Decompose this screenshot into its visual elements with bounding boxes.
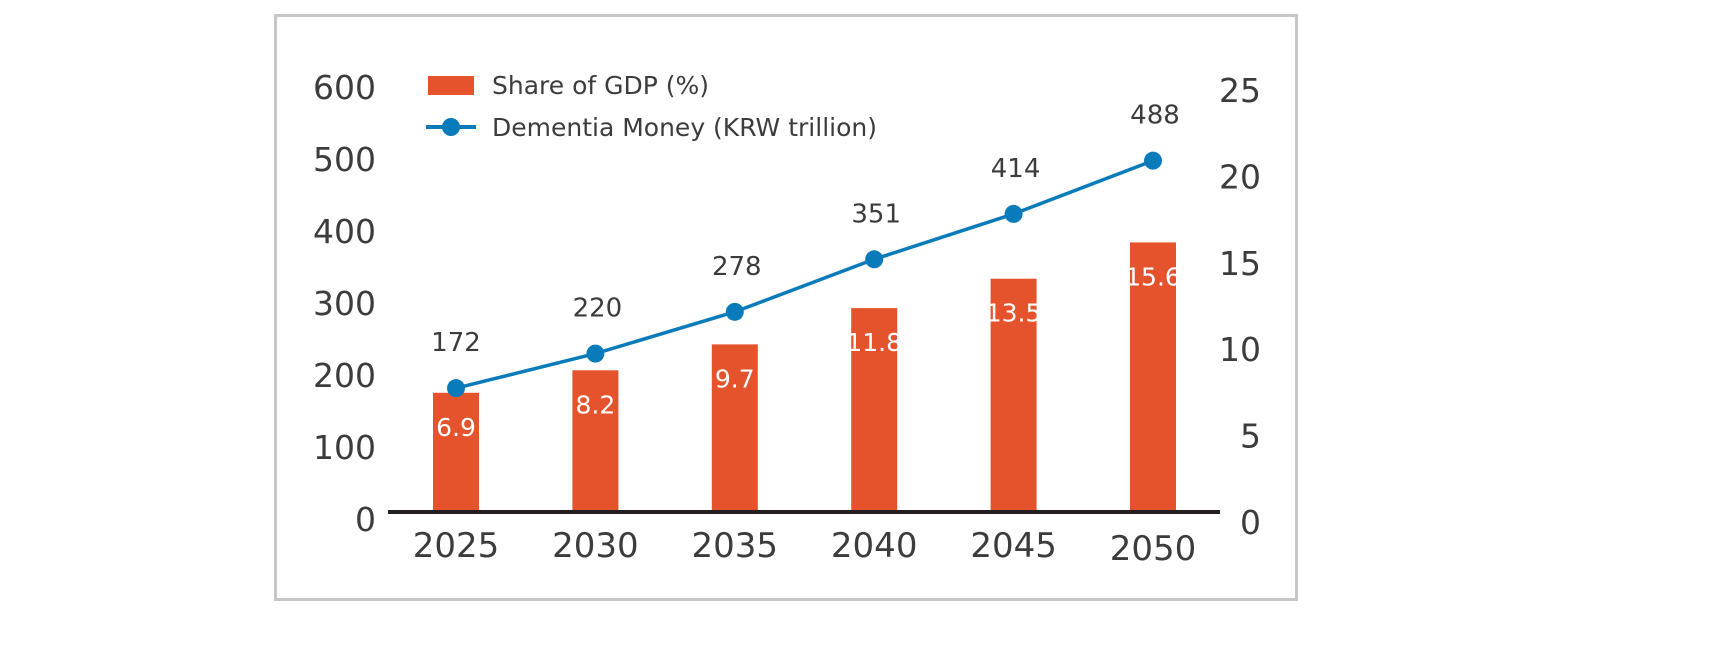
line-value-label: 414 (991, 154, 1041, 184)
left-axis: 0 100 200 300 400 500 600 (313, 68, 376, 539)
right-tick-label: 10 (1219, 330, 1261, 369)
line-point (865, 250, 884, 269)
legend-line-label: Dementia Money (KRW trillion) (492, 113, 877, 142)
bar-value-label: 9.7 (715, 364, 755, 393)
line-point (586, 344, 605, 363)
left-tick-label: 0 (355, 500, 376, 539)
bar-series: 6.9 8.2 9.7 11.8 13.5 15.6 (433, 242, 1181, 512)
bar (990, 278, 1037, 512)
line-value-label: 220 (573, 294, 623, 324)
bar-value-label: 8.2 (576, 390, 616, 419)
line-path (455, 159, 1154, 390)
line-point (725, 302, 744, 321)
x-tick-label: 2035 (692, 526, 779, 566)
bar-value-label: 13.5 (986, 299, 1042, 328)
x-tick-label: 2045 (970, 526, 1057, 566)
line-point (1144, 151, 1162, 170)
line-value-label: 488 (1130, 101, 1180, 131)
left-tick-label: 500 (313, 140, 376, 179)
bar (572, 370, 619, 512)
right-tick-label: 25 (1219, 71, 1261, 110)
bar-value-label: 6.9 (436, 413, 476, 442)
line-point (1004, 204, 1023, 223)
bar (1130, 242, 1176, 512)
bar-value-label: 11.8 (846, 328, 902, 357)
right-tick-label: 5 (1240, 417, 1261, 456)
left-tick-label: 400 (313, 212, 376, 251)
bar (851, 308, 898, 512)
line-series: 172 220 278 351 414 488 (431, 101, 1180, 398)
bar-value-label: 15.6 (1125, 262, 1181, 291)
x-axis: 2025 2030 2035 2040 2045 2050 (413, 526, 1197, 569)
x-tick-label: 2030 (552, 526, 639, 566)
right-axis: 0 5 10 15 20 25 (1219, 71, 1261, 542)
right-tick-label: 0 (1240, 503, 1261, 542)
line-value-label: 172 (431, 328, 481, 358)
right-tick-label: 20 (1219, 157, 1261, 196)
left-tick-label: 600 (313, 68, 376, 107)
bar (711, 344, 758, 512)
left-tick-label: 200 (313, 356, 376, 395)
left-tick-label: 100 (313, 428, 376, 467)
x-tick-label: 2050 (1110, 529, 1197, 569)
bar (433, 392, 479, 512)
line-value-label: 351 (851, 199, 901, 229)
legend: Share of GDP (%) Dementia Money (KRW tri… (426, 71, 877, 142)
x-tick-label: 2025 (413, 526, 500, 566)
legend-bar-swatch (428, 76, 474, 95)
legend-bar-label: Share of GDP (%) (492, 71, 709, 100)
left-tick-label: 300 (313, 284, 376, 323)
right-tick-label: 15 (1219, 244, 1261, 283)
x-tick-label: 2040 (831, 526, 918, 566)
line-value-label: 278 (712, 252, 762, 282)
legend-line-marker (442, 118, 460, 136)
line-point (447, 379, 465, 398)
